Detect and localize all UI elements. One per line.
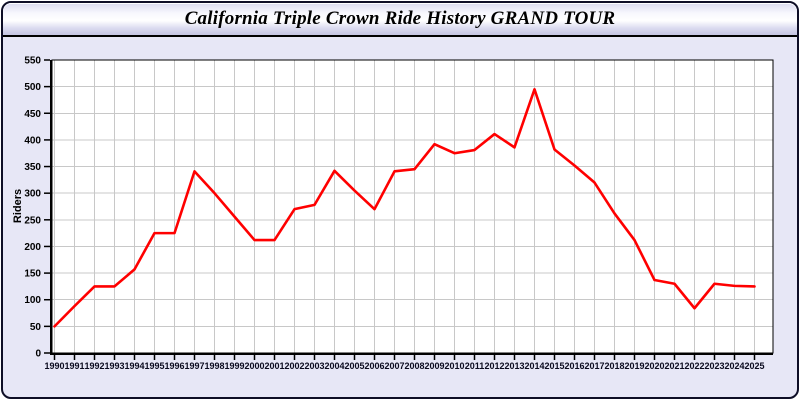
x-tick-label: 2006 <box>364 361 384 371</box>
x-tick-label: 2010 <box>444 361 464 371</box>
x-tick-label: 2003 <box>304 361 324 371</box>
x-tick-label: 1996 <box>164 361 184 371</box>
y-tick-label: 500 <box>24 82 41 93</box>
y-tick-label: 350 <box>24 162 41 173</box>
x-tick-label: 1997 <box>184 361 204 371</box>
plot-area <box>52 60 773 353</box>
y-tick-label: 300 <box>24 189 41 200</box>
x-tick-label: 2016 <box>564 361 584 371</box>
x-tick-label: 2020 <box>644 361 664 371</box>
x-tick-label: 2022 <box>684 361 704 371</box>
y-axis-title: Riders <box>12 189 24 223</box>
y-tick-label: 0 <box>35 349 41 360</box>
y-tick-label: 450 <box>24 109 41 120</box>
x-tick-label: 2012 <box>484 361 504 371</box>
x-tick-label: 2000 <box>244 361 264 371</box>
x-tick-label: 2013 <box>504 361 524 371</box>
x-tick-label: 2009 <box>424 361 444 371</box>
riders-line <box>53 88 756 328</box>
x-tick-label: 2021 <box>664 361 684 371</box>
x-tick-label: 2004 <box>324 361 344 371</box>
x-tick-label: 2025 <box>744 361 764 371</box>
chart-title: California Triple Crown Ride History GRA… <box>184 8 616 29</box>
y-tick-label: 550 <box>24 56 41 67</box>
x-tick-label: 1999 <box>224 361 244 371</box>
x-tick-label: 2008 <box>404 361 424 371</box>
y-tick-label: 250 <box>24 215 41 226</box>
x-tick-label: 1990 <box>44 361 64 371</box>
y-tick-label: 400 <box>24 135 41 146</box>
x-tick-label: 2002 <box>284 361 304 371</box>
x-tick-label: 2017 <box>584 361 604 371</box>
x-tick-label: 2024 <box>724 361 744 371</box>
x-tick-label: 2023 <box>704 361 724 371</box>
chart-header: California Triple Crown Ride History GRA… <box>3 3 797 37</box>
x-tick-label: 2001 <box>264 361 284 371</box>
x-tick-label: 1991 <box>64 361 84 371</box>
x-tick-label: 2019 <box>624 361 644 371</box>
x-tick-label: 2018 <box>604 361 624 371</box>
x-tick-label: 1994 <box>124 361 144 371</box>
x-tick-label: 2007 <box>384 361 404 371</box>
y-tick-label: 200 <box>24 242 41 253</box>
x-tick-label: 1998 <box>204 361 224 371</box>
y-tick-label: 100 <box>24 295 41 306</box>
x-tick-label: 2011 <box>465 361 485 371</box>
x-tick-label: 1995 <box>144 361 164 371</box>
y-tick-label: 50 <box>30 322 42 333</box>
x-tick-label: 1993 <box>104 361 124 371</box>
x-tick-label: 2005 <box>344 361 364 371</box>
x-tick-label: 2015 <box>544 361 564 371</box>
y-tick-label: 150 <box>24 269 41 280</box>
x-tick-label: 1992 <box>84 361 104 371</box>
x-tick-label: 2014 <box>524 361 544 371</box>
